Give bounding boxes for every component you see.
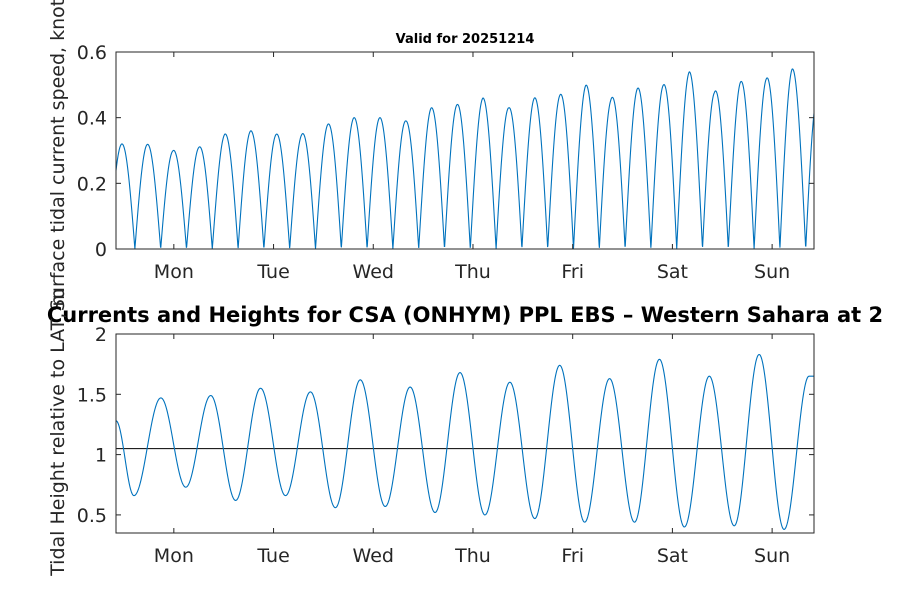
y-tick-label: 0 [95,239,107,261]
tidal-height-y-ticks: 0.5 1 1.5 2 [77,324,814,527]
tidal-height-panel: Mon Tue Wed Thu Fri Sat Sun 0.5 1 1.5 2 Currents … [47,288,883,577]
current-speed-series [115,68,815,249]
current-speed-y-axis-label: Surface tidal current speed, knots [47,0,69,311]
current-speed-title: Valid for 20251214 [396,32,535,47]
x-tick-label: Thu [454,545,491,567]
y-tick-label: 0.5 [77,505,107,527]
y-tick-label: 0.2 [77,173,107,195]
x-tick-label: Fri [561,261,584,283]
x-tick-label: Sun [754,261,790,283]
current-speed-y-ticks: 0 0.2 0.4 0.6 [77,42,814,261]
tidal-height-plot-area [116,334,814,533]
x-tick-label: Sun [754,545,790,567]
y-tick-label: 1 [95,445,107,467]
current-speed-axes-box [115,51,815,250]
x-tick-label: Fri [561,545,584,567]
y-tick-label: 1.5 [77,384,107,406]
x-tick-label: Wed [353,545,394,567]
tidal-height-line [115,353,814,530]
x-tick-label: Thu [454,261,491,283]
x-tick-label: Mon [154,545,194,567]
y-tick-label: 2 [95,324,107,346]
current-speed-panel: Mon Tue Wed Thu Fri Sat Sun 0 0.2 0.4 0.6 Valid f… [47,0,815,311]
tidal-height-series [115,353,814,530]
x-tick-label: Mon [154,261,194,283]
x-tick-label: Tue [256,261,289,283]
tidal-height-x-ticks: Mon Tue Wed Thu Fri Sat Sun [154,334,790,567]
x-tick-label: Sat [657,261,688,283]
tidal-height-y-axis-label: Tidal Height relative to LAT, m [47,288,69,577]
tidal-height-axes-box [115,333,815,534]
y-tick-label: 0.4 [77,108,107,130]
tidal-height-title: Currents and Heights for CSA (ONHYM) PPL… [47,303,883,327]
x-tick-label: Wed [353,261,394,283]
current-speed-x-ticks: Mon Tue Wed Thu Fri Sat Sun [154,52,790,283]
x-tick-label: Tue [256,545,289,567]
x-tick-label: Sat [657,545,688,567]
y-tick-label: 0.6 [77,42,107,64]
current-speed-line [115,68,815,249]
